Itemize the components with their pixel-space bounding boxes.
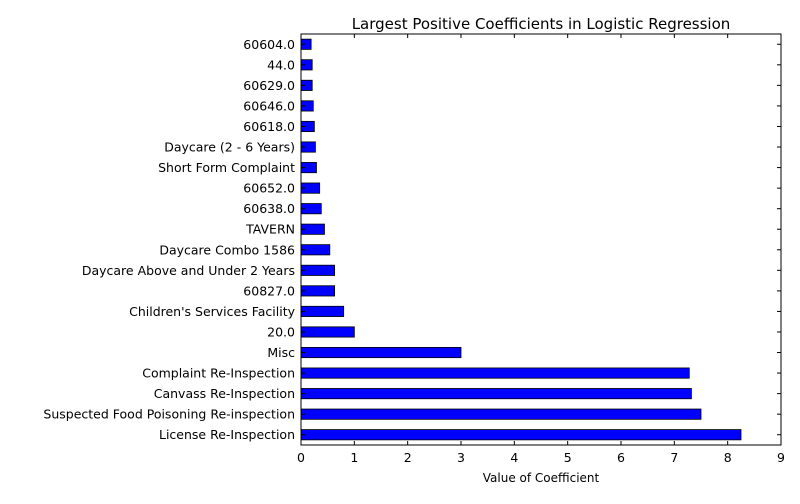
bar-5 xyxy=(300,326,355,338)
bar-2 xyxy=(300,388,692,400)
category-label-6: Children's Services Facility xyxy=(129,304,296,319)
category-label-2: Canvass Re-Inspection xyxy=(154,386,295,401)
x-tick-label-7: 7 xyxy=(670,450,678,465)
bar-7 xyxy=(300,285,335,297)
bar-3 xyxy=(300,367,690,379)
ticks-layer: 0 1 2 3 4 5 6 7 8 9 xyxy=(297,34,785,465)
category-label-17: 60629.0 xyxy=(243,78,295,93)
x-tick-label-4: 4 xyxy=(510,450,518,465)
x-tick-label-8: 8 xyxy=(724,450,732,465)
bars-layer xyxy=(300,38,742,441)
category-label-11: 60638.0 xyxy=(243,201,295,216)
bar-6 xyxy=(300,305,345,317)
x-tick-label-2: 2 xyxy=(404,450,412,465)
category-label-3: Complaint Re-Inspection xyxy=(142,366,295,381)
category-labels: License Re-Inspection Suspected Food Pois… xyxy=(43,37,295,442)
bar-8 xyxy=(300,264,335,276)
category-label-8: Daycare Above and Under 2 Years xyxy=(82,263,295,278)
category-label-13: Short Form Complaint xyxy=(158,160,295,175)
bar-0 xyxy=(300,429,742,441)
category-label-10: TAVERN xyxy=(245,222,295,237)
category-label-4: Misc xyxy=(267,345,295,360)
x-tick-label-3: 3 xyxy=(457,450,465,465)
category-label-5: 20.0 xyxy=(267,324,295,339)
category-label-15: 60618.0 xyxy=(243,119,295,134)
chart-title: Largest Positive Coefficients in Logisti… xyxy=(352,15,731,33)
x-tick-label-5: 5 xyxy=(564,450,572,465)
category-label-12: 60652.0 xyxy=(243,181,295,196)
category-label-18: 44.0 xyxy=(267,57,295,72)
bar-9 xyxy=(300,244,331,256)
category-label-0: License Re-Inspection xyxy=(159,427,295,442)
plot-frame xyxy=(300,33,782,446)
bar-4 xyxy=(300,346,462,359)
category-label-19: 60604.0 xyxy=(243,37,295,52)
bar-1 xyxy=(300,408,702,420)
category-label-9: Daycare Combo 1586 xyxy=(159,242,295,257)
x-tick-label-6: 6 xyxy=(617,450,625,465)
category-label-14: Daycare (2 - 6 Years) xyxy=(164,140,295,155)
x-tick-label-0: 0 xyxy=(297,450,305,465)
category-label-1: Suspected Food Poisoning Re-inspection xyxy=(43,407,295,422)
x-axis-label: Value of Coefficient xyxy=(483,471,600,485)
category-label-16: 60646.0 xyxy=(243,98,295,113)
x-tick-label-9: 9 xyxy=(777,450,785,465)
category-label-7: 60827.0 xyxy=(243,283,295,298)
x-tick-label-1: 1 xyxy=(350,450,358,465)
